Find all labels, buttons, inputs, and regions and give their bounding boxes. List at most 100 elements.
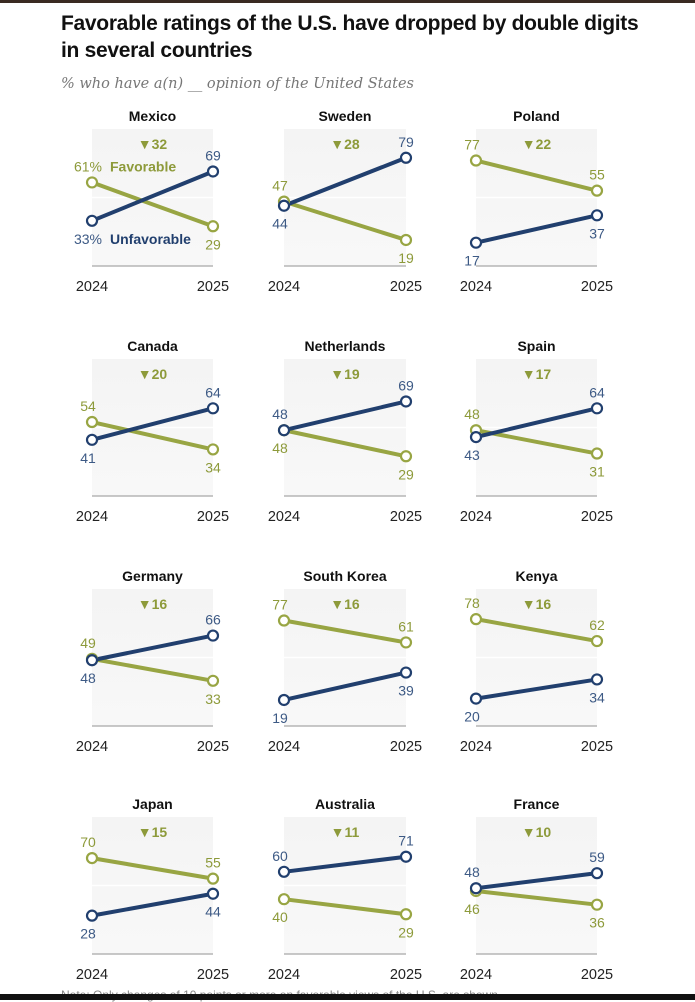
- unfavorable-value-label: 33%: [74, 231, 102, 247]
- favorable-series-label: Favorable: [110, 158, 176, 174]
- unfavorable-point: [206, 165, 220, 178]
- favorable-value-label: 47: [272, 178, 288, 194]
- unfavorable-line: [90, 891, 215, 918]
- favorable-point: [590, 898, 604, 911]
- favorable-line: [474, 617, 599, 644]
- unfavorable-value-label: 48: [80, 670, 96, 686]
- unfavorable-value-label: 59: [589, 849, 605, 865]
- change-label: ▼16: [522, 596, 552, 612]
- panel-sweden: Sweden ▼28 2024 2025 47 19 44 79: [268, 108, 422, 295]
- unfavorable-value-label: 34: [589, 689, 605, 705]
- panel-title: Sweden: [319, 108, 372, 124]
- x-tick-label: 2024: [268, 967, 300, 983]
- favorable-point: [469, 154, 483, 167]
- favorable-value-label: 19: [398, 250, 414, 266]
- x-tick-label: 2025: [390, 739, 422, 755]
- change-label: ▼16: [138, 596, 168, 612]
- favorable-point: [399, 233, 413, 247]
- panel-title: Australia: [315, 796, 375, 812]
- unfavorable-point: [85, 433, 99, 446]
- unfavorable-value-label: 19: [272, 710, 288, 726]
- x-tick-label: 2024: [268, 509, 300, 525]
- unfavorable-point: [85, 909, 99, 922]
- panel-netherlands: Netherlands ▼19 2024 2025 48 29 48 69: [268, 338, 422, 525]
- unfavorable-line: [474, 406, 599, 440]
- favorable-value-label: 70: [80, 834, 96, 850]
- unfavorable-point: [590, 673, 604, 686]
- change-label: ▼16: [330, 596, 360, 612]
- x-tick-label: 2025: [581, 739, 613, 755]
- favorable-value-label: 31: [589, 464, 605, 480]
- change-label: ▼28: [330, 136, 360, 152]
- unfavorable-line: [474, 677, 599, 701]
- panel-title: Kenya: [515, 568, 557, 584]
- favorable-line: [90, 180, 215, 229]
- unfavorable-line: [282, 155, 408, 208]
- x-tick-label: 2024: [460, 279, 492, 295]
- favorable-line: [282, 897, 408, 917]
- favorable-value-label: 29: [398, 466, 414, 482]
- favorable-value-label: 55: [589, 167, 605, 183]
- unfavorable-series-label: Unfavorable: [110, 231, 191, 247]
- unfavorable-point: [399, 666, 413, 679]
- panel-mexico: Mexico ▼32 2024 2025 61% Favorable 29 33% Unfavo…: [74, 108, 229, 295]
- change-label: ▼11: [331, 824, 360, 840]
- unfavorable-line: [90, 633, 215, 663]
- unfavorable-value-label: 71: [398, 833, 414, 849]
- x-tick-label: 2025: [390, 509, 422, 525]
- change-label: ▼32: [138, 136, 168, 152]
- unfavorable-point: [277, 424, 291, 437]
- x-tick-label: 2024: [268, 739, 300, 755]
- panel-germany: Germany ▼16 2024 2025 49 33 48 66: [76, 568, 229, 755]
- favorable-value-label: 29: [205, 236, 221, 252]
- favorable-value-label: 33: [205, 691, 221, 707]
- unfavorable-value-label: 69: [398, 377, 414, 393]
- unfavorable-point: [399, 151, 413, 164]
- favorable-point: [206, 443, 220, 456]
- panel-title: Poland: [513, 108, 560, 124]
- panel-title: Canada: [127, 338, 178, 354]
- panel-title: Mexico: [129, 108, 176, 124]
- chart-subtitle: % who have a(n) __ opinion of the United…: [61, 76, 414, 92]
- favorable-line: [282, 428, 408, 459]
- unfavorable-value-label: 64: [205, 384, 221, 400]
- x-tick-label: 2024: [268, 279, 300, 295]
- favorable-line: [282, 199, 408, 242]
- favorable-value-label: 62: [589, 617, 605, 633]
- unfavorable-point: [469, 236, 483, 249]
- unfavorable-value-label: 41: [80, 450, 96, 466]
- favorable-point: [399, 908, 413, 921]
- favorable-point: [277, 614, 291, 627]
- x-tick-label: 2025: [197, 739, 229, 755]
- change-label: ▼20: [138, 366, 168, 382]
- favorable-point: [277, 893, 291, 906]
- favorable-point: [399, 450, 413, 463]
- favorable-value-label: 49: [80, 635, 96, 651]
- favorable-point: [469, 613, 483, 626]
- x-tick-label: 2024: [76, 739, 108, 755]
- favorable-value-label: 78: [464, 595, 480, 611]
- favorable-point: [85, 851, 99, 865]
- panel-title: Germany: [122, 568, 183, 584]
- favorable-value-label: 29: [398, 924, 414, 940]
- x-tick-label: 2025: [581, 509, 613, 525]
- unfavorable-line: [90, 406, 215, 442]
- unfavorable-point: [85, 214, 99, 227]
- unfavorable-line: [282, 670, 408, 702]
- favorable-value-label: 48: [464, 406, 480, 422]
- unfavorable-point: [206, 887, 220, 900]
- unfavorable-point: [590, 867, 604, 880]
- unfavorable-point: [469, 882, 483, 895]
- favorable-line: [90, 656, 215, 683]
- unfavorable-point: [277, 199, 291, 212]
- favorable-value-label: 77: [272, 597, 288, 613]
- bottom-bar: [0, 994, 695, 1000]
- panel-title: Netherlands: [305, 338, 386, 354]
- panel-poland: Poland ▼22 2024 2025 77 55 17 37: [460, 108, 613, 295]
- favorable-value-label: 46: [464, 901, 480, 917]
- favorable-point: [206, 674, 220, 687]
- favorable-point: [206, 872, 220, 885]
- favorable-value-label: 55: [205, 855, 221, 871]
- favorable-point: [85, 176, 99, 189]
